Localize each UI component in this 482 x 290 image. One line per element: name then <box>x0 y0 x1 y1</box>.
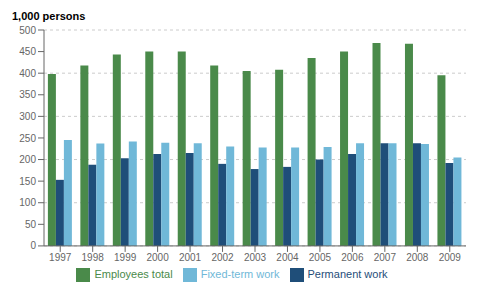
svg-text:2003: 2003 <box>244 252 267 263</box>
svg-text:100: 100 <box>19 197 36 208</box>
svg-text:200: 200 <box>19 154 36 165</box>
svg-text:400: 400 <box>19 68 36 79</box>
html-text:Fixed-term work: Fixed-term work <box>200 267 280 280</box>
svg-text:450: 450 <box>19 46 36 57</box>
svg-text:2007: 2007 <box>374 252 397 263</box>
html-text:Permanent work: Permanent work <box>307 267 388 280</box>
svg-text:50: 50 <box>25 219 37 230</box>
svg-text:2004: 2004 <box>276 252 299 263</box>
svg-text:1998: 1998 <box>82 252 105 263</box>
svg-text:150: 150 <box>19 176 36 187</box>
svg-text:2005: 2005 <box>309 252 332 263</box>
html-text:Employees total: Employees total <box>94 267 173 280</box>
svg-text:1997: 1997 <box>49 252 72 263</box>
svg-text:2002: 2002 <box>211 252 234 263</box>
svg-text:2000: 2000 <box>146 252 169 263</box>
svg-text:500: 500 <box>19 25 36 36</box>
svg-text:2008: 2008 <box>406 252 429 263</box>
html-text:1,000 persons: 1,000 persons <box>12 10 86 22</box>
svg-text:350: 350 <box>19 89 36 100</box>
svg-text:2006: 2006 <box>341 252 364 263</box>
svg-text:1999: 1999 <box>114 252 137 263</box>
svg-text:250: 250 <box>19 133 36 144</box>
svg-text:0: 0 <box>30 240 36 251</box>
svg-text:300: 300 <box>19 111 36 122</box>
svg-text:2001: 2001 <box>179 252 202 263</box>
svg-text:2009: 2009 <box>439 252 462 263</box>
